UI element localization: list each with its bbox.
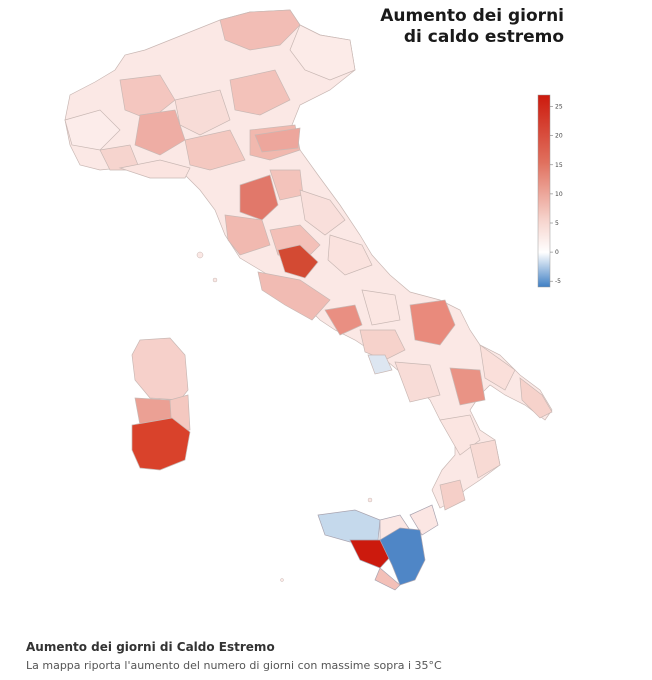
small-islands bbox=[196, 251, 373, 582]
region-lazio-b bbox=[324, 304, 363, 336]
caption-title: Aumento dei giorni di Caldo Estremo bbox=[26, 640, 275, 654]
region-lombardia-c bbox=[174, 89, 231, 136]
region-toscana-strong bbox=[239, 174, 279, 221]
region-marche bbox=[299, 189, 346, 236]
legend-tick-label: 20 bbox=[555, 133, 563, 140]
legend-color-bar bbox=[537, 94, 551, 288]
region-umbria-strong bbox=[277, 244, 319, 279]
sardinia bbox=[131, 337, 191, 471]
region-lazio-a bbox=[257, 271, 331, 321]
region-veneto-ne bbox=[289, 24, 356, 81]
region-abruzzo bbox=[327, 234, 373, 276]
region-liguria bbox=[118, 159, 191, 179]
region-molise bbox=[361, 289, 401, 326]
sicily-center-blue bbox=[379, 527, 426, 586]
region-lombardia-b bbox=[134, 109, 186, 156]
region-campania-a bbox=[359, 329, 406, 361]
sicily bbox=[317, 504, 439, 591]
region-campania-b bbox=[394, 361, 441, 403]
sicily-south-light bbox=[374, 567, 401, 591]
island-1 bbox=[196, 251, 204, 259]
region-salento bbox=[519, 377, 553, 419]
legend-tick-label: 5 bbox=[555, 220, 559, 227]
sicily-east-light bbox=[409, 504, 439, 536]
region-emilia-c bbox=[254, 127, 301, 153]
sardinia-north bbox=[131, 337, 189, 401]
region-toscana-a bbox=[224, 214, 271, 256]
caption-text: La mappa riporta l'aumento del numero di… bbox=[26, 659, 442, 672]
region-napoli-blue bbox=[367, 354, 393, 375]
island-3 bbox=[367, 497, 373, 503]
caption: Aumento dei giorni di Caldo Estremo La m… bbox=[26, 640, 442, 672]
region-trentino bbox=[219, 9, 301, 51]
region-calabria-b bbox=[469, 439, 501, 479]
island-4 bbox=[280, 578, 284, 582]
map-title-line1: Aumento dei giorni bbox=[380, 6, 564, 26]
sardinia-south-strong bbox=[131, 417, 191, 471]
legend-tick-label: 15 bbox=[555, 162, 563, 169]
sicily-center-red bbox=[349, 539, 393, 569]
region-piemonte-a bbox=[64, 109, 121, 151]
map-title: Aumento dei giorni di caldo estremo bbox=[380, 6, 564, 48]
legend-tick-label: 25 bbox=[555, 104, 563, 111]
map-title-line2: di caldo estremo bbox=[403, 27, 564, 47]
sicily-west-lightblue bbox=[317, 509, 381, 543]
legend-tick-label: -5 bbox=[555, 278, 561, 285]
region-emilia-a bbox=[184, 129, 246, 171]
mainland-italy bbox=[64, 9, 553, 511]
region-lombardia-a bbox=[119, 74, 176, 121]
region-calabria-c bbox=[439, 479, 466, 511]
legend-tick-label: 10 bbox=[555, 191, 563, 198]
legend-tick-label: 0 bbox=[555, 249, 559, 256]
region-basilicata bbox=[449, 367, 486, 406]
legend: 25 20 15 10 5 0 -5 bbox=[537, 94, 563, 288]
region-puglia-strong bbox=[409, 299, 456, 346]
region-veneto bbox=[229, 69, 291, 116]
region-puglia-b bbox=[479, 344, 516, 391]
legend-ticks: 25 20 15 10 5 0 -5 bbox=[550, 104, 563, 285]
island-2 bbox=[212, 277, 218, 283]
italy-choropleth-map: 25 20 15 10 5 0 -5 bbox=[64, 9, 563, 591]
